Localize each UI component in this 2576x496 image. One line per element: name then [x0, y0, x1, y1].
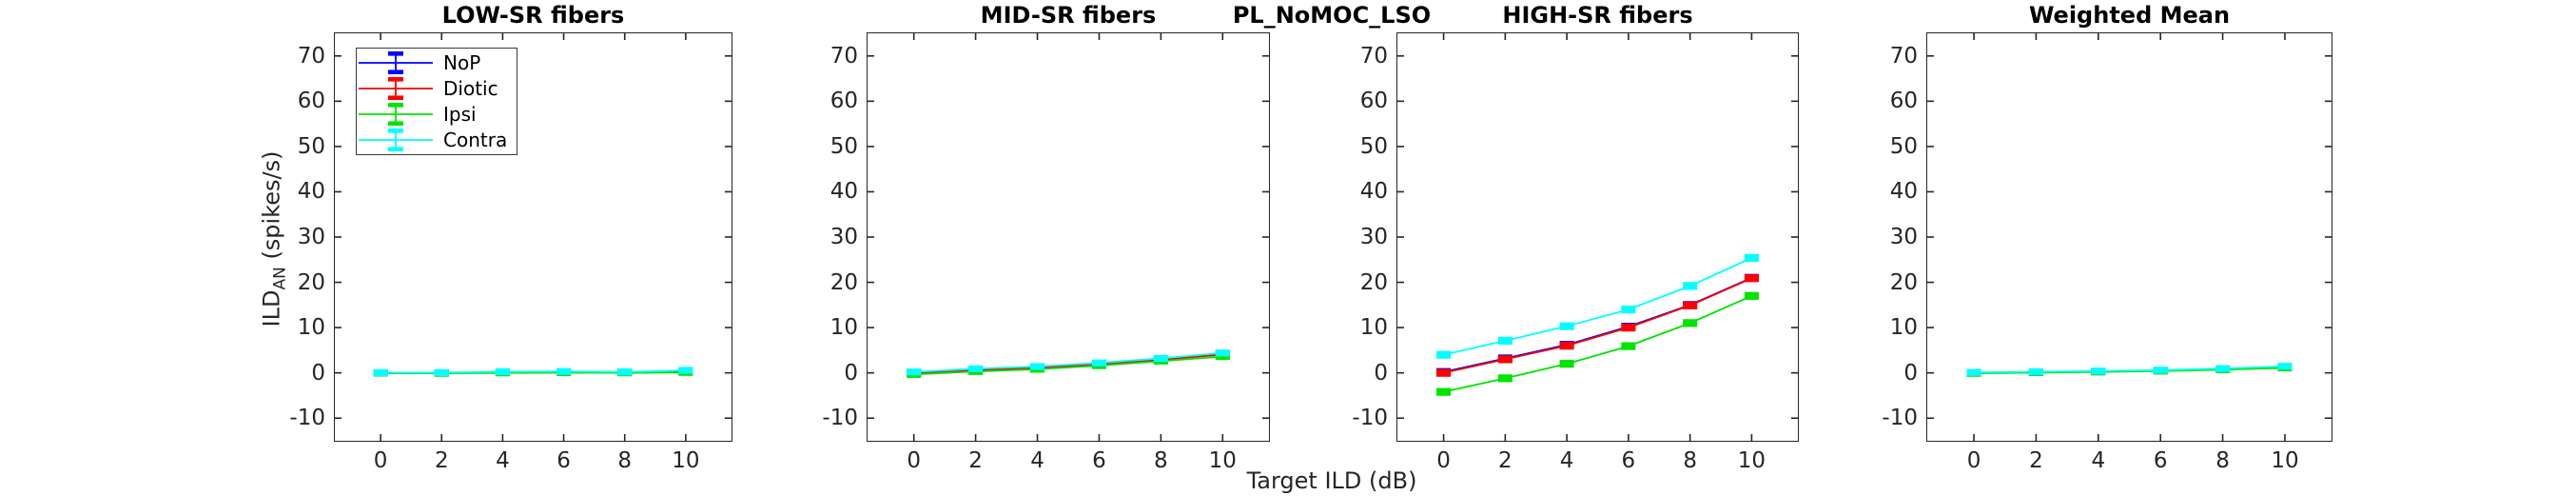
x-tick-label: 6: [2153, 448, 2168, 473]
legend-errorbar-glyph: [359, 77, 433, 101]
figure-suptitle: PL_NoMOC_LSO: [1232, 2, 1432, 29]
panel-low-sr-fibers: LOW-SR fibers NoP Diotic Ipsi Contra 0 2 4 6 8 1…: [289, 2, 732, 473]
legend-entry-ipsi: Ipsi: [357, 102, 517, 127]
x-tick-label: 0: [1966, 448, 1981, 473]
x-tick-label: 8: [2215, 448, 2230, 473]
x-tick-label: 0: [1436, 448, 1451, 473]
legend-errorbar-glyph: [359, 102, 433, 126]
y-axis-label-base: ILD: [258, 289, 285, 327]
panel-mid-sr-fibers: MID-SR fibers 0 2 4 6 8 10 -10 0 10 20 30 40 50 60 70: [822, 2, 1270, 473]
y-tick-label: 30: [1889, 225, 1918, 249]
legend-label: Diotic: [443, 77, 498, 101]
y-axis-label: ILDAN (spikes/s): [259, 151, 290, 327]
panel-high-sr-fibers: HIGH-SR fibers 0 2 4 6 8 10 -10 0 10 20 30 40 50 60 70: [1352, 2, 1799, 473]
x-tick-label: 4: [496, 448, 510, 473]
x-tick-label: 10: [672, 448, 700, 473]
legend-errorbar-glyph: [359, 51, 433, 75]
plot-area-weighted-mean: [1927, 33, 2332, 441]
panel-title-mid-sr: MID-SR fibers: [980, 2, 1157, 29]
y-tick-label: 10: [829, 315, 858, 341]
y-tick-label: 60: [1359, 89, 1388, 114]
x-tick-label: 10: [1208, 448, 1237, 473]
x-tick-label: 4: [1030, 448, 1044, 473]
x-tick-label: 2: [968, 448, 983, 473]
x-tick-label: 2: [434, 448, 449, 473]
y-tick-label: 20: [297, 269, 325, 295]
legend-label: Contra: [443, 128, 508, 151]
y-tick-label: 60: [297, 89, 325, 114]
y-tick-label: 70: [829, 43, 858, 69]
y-tick-label: 40: [1359, 179, 1388, 205]
y-tick-label: 50: [297, 133, 325, 159]
y-tick-label: -10: [1352, 406, 1388, 431]
y-tick-label: 10: [1889, 315, 1918, 341]
y-tick-label: 0: [1903, 360, 1918, 386]
panel-title-weighted-mean: Weighted Mean: [2028, 2, 2231, 29]
legend-entry-contra: Contra: [357, 128, 517, 152]
legend-errorbar-glyph: [359, 128, 433, 151]
y-tick-label: 40: [297, 179, 325, 205]
y-tick-label: -10: [289, 406, 325, 431]
x-tick-label: 4: [2091, 448, 2106, 473]
y-tick-label: 40: [829, 179, 858, 205]
y-tick-label: 60: [1889, 89, 1918, 114]
plot-area-low-sr: [335, 33, 732, 441]
x-tick-label: 6: [1092, 448, 1106, 473]
y-tick-label: 70: [297, 43, 325, 69]
legend-entry-nop: NoP: [357, 50, 517, 75]
panel-title-low-sr: LOW-SR fibers: [441, 2, 625, 29]
x-tick-label: 8: [1683, 448, 1697, 473]
y-axis-label-unit: (spikes/s): [258, 150, 285, 268]
x-tick-label: 8: [617, 448, 633, 473]
y-tick-label: 0: [311, 360, 325, 386]
y-tick-label: 0: [1374, 360, 1388, 386]
x-tick-label: 2: [1498, 448, 1512, 473]
x-tick-label: 10: [2271, 448, 2299, 473]
y-tick-label: 50: [1889, 133, 1918, 159]
y-tick-label: 30: [1359, 225, 1388, 249]
plot-area-high-sr: [1397, 33, 1798, 441]
y-tick-label: 30: [297, 225, 325, 249]
x-tick-label: 0: [907, 448, 922, 473]
panel-title-high-sr: HIGH-SR fibers: [1502, 2, 1693, 29]
y-tick-label: 0: [844, 360, 858, 386]
y-tick-label: 60: [829, 89, 858, 114]
x-tick-label: 0: [373, 448, 388, 473]
x-tick-label: 2: [2029, 448, 2043, 473]
y-tick-label: 70: [1359, 43, 1388, 69]
y-tick-label: 10: [1359, 315, 1388, 341]
y-tick-label: -10: [1882, 406, 1918, 431]
x-tick-label: 8: [1154, 448, 1168, 473]
y-tick-label: 20: [1889, 269, 1918, 295]
legend: NoP Diotic Ipsi Contra: [356, 48, 517, 155]
y-tick-label: 30: [829, 225, 858, 249]
y-tick-label: 40: [1889, 179, 1918, 205]
y-tick-label: 50: [1359, 133, 1388, 159]
y-tick-label: 20: [829, 269, 858, 295]
y-tick-label: 10: [297, 315, 325, 341]
legend-label: Ipsi: [443, 102, 477, 126]
x-tick-label: 4: [1559, 448, 1574, 473]
y-axis-label-subscript: AN: [270, 267, 290, 290]
y-tick-label: 20: [1359, 269, 1388, 295]
y-tick-label: 50: [829, 133, 858, 159]
y-tick-label: -10: [822, 406, 858, 431]
plot-area-mid-sr: [868, 33, 1269, 441]
x-axis-label: Target ILD (dB): [1246, 467, 1417, 494]
panel-weighted-mean: Weighted Mean 0 2 4 6 8 10 -10 0 10 20 30 40 50 60 70: [1882, 2, 2332, 473]
x-tick-label: 6: [1621, 448, 1636, 473]
legend-entry-diotic: Diotic: [357, 76, 517, 101]
x-tick-label: 10: [1737, 448, 1766, 473]
x-tick-label: 6: [556, 448, 571, 473]
legend-label: NoP: [443, 51, 481, 75]
y-tick-label: 70: [1889, 43, 1918, 69]
